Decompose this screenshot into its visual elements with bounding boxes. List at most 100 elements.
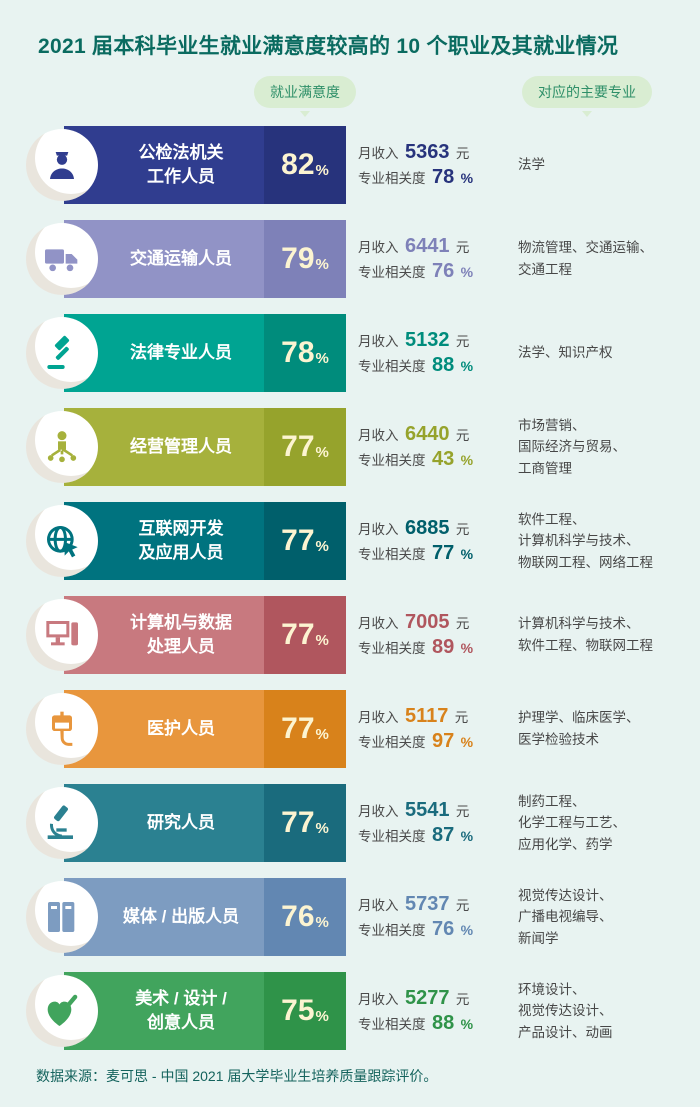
occupation-icon-circle bbox=[26, 599, 98, 671]
major-line: 软件工程、 bbox=[518, 511, 586, 527]
satisfaction-number: 79 bbox=[281, 242, 315, 275]
stats: 月收入 5363 元 专业相关度 78 % bbox=[358, 139, 506, 191]
occupation-icon-circle bbox=[26, 223, 98, 295]
relatedness-percent-sign: % bbox=[460, 828, 474, 844]
occupation-row: 计算机与数据 处理人员 77% 月收入 7005 元 专业相关度 89 % 计算机… bbox=[26, 596, 678, 674]
relatedness-percent-sign: % bbox=[460, 640, 474, 656]
monthly-income: 月收入 5117 元 bbox=[358, 705, 506, 728]
majors-list: 物流管理、交通运输、 交通工程 bbox=[518, 237, 653, 280]
satisfaction-number: 77 bbox=[281, 618, 315, 651]
satisfaction-number: 77 bbox=[281, 430, 315, 463]
major-relatedness: 专业相关度 89 % bbox=[358, 636, 506, 659]
occupation-bar: 计算机与数据 处理人员 77% bbox=[64, 596, 346, 674]
satisfaction-percent-sign: % bbox=[315, 726, 329, 743]
occupation-bar: 媒体 / 出版人员 76% bbox=[64, 878, 346, 956]
income-label: 月收入 bbox=[358, 616, 399, 631]
occupation-row: 互联网开发 及应用人员 77% 月收入 6885 元 专业相关度 77 % 软件工… bbox=[26, 502, 678, 580]
income-label: 月收入 bbox=[358, 334, 399, 349]
occupation-bar: 公检法机关 工作人员 82% bbox=[64, 126, 346, 204]
page-title: 2021 届本科毕业生就业满意度较高的 10 个职业及其就业情况 bbox=[38, 35, 619, 58]
books-icon bbox=[42, 897, 82, 937]
occupation-name-line: 计算机与数据 bbox=[130, 613, 232, 633]
occupation-name-line: 医护人员 bbox=[147, 719, 215, 739]
satisfaction-number: 77 bbox=[281, 524, 315, 557]
occupation-name: 计算机与数据 处理人员 bbox=[64, 596, 264, 674]
monthly-income: 月收入 5277 元 bbox=[358, 987, 506, 1010]
relatedness-percent-sign: % bbox=[460, 922, 474, 938]
occupation-name-line: 互联网开发 bbox=[138, 519, 224, 539]
income-value: 5132 bbox=[404, 329, 450, 351]
occupation-name-line: 研究人员 bbox=[147, 813, 215, 833]
income-label: 月收入 bbox=[358, 992, 399, 1007]
occupation-row: 交通运输人员 79% 月收入 6441 元 专业相关度 76 % 物流管理、交通… bbox=[26, 220, 678, 298]
major-line: 产品设计、动画 bbox=[518, 1024, 613, 1040]
income-value: 7005 bbox=[404, 611, 450, 633]
relatedness-value: 88 bbox=[431, 354, 455, 376]
satisfaction-number: 78 bbox=[281, 336, 315, 369]
occupation-name: 公检法机关 工作人员 bbox=[64, 126, 264, 204]
occupation-icon-circle bbox=[26, 129, 98, 201]
column-labels: 就业满意度 对应的主要专业 bbox=[26, 74, 678, 118]
relatedness-label: 专业相关度 bbox=[358, 359, 426, 374]
relatedness-value: 77 bbox=[431, 542, 455, 564]
occupation-row: 研究人员 77% 月收入 5541 元 专业相关度 87 % 制药工程、 化学工程… bbox=[26, 784, 678, 862]
monthly-income: 月收入 5132 元 bbox=[358, 329, 506, 352]
income-value: 6441 bbox=[404, 235, 450, 257]
globe-icon bbox=[42, 521, 82, 561]
occupation-name: 美术 / 设计 / 创意人员 bbox=[64, 972, 264, 1050]
relatedness-percent-sign: % bbox=[460, 264, 474, 280]
occupation-icon-circle bbox=[26, 787, 98, 859]
majors-list: 法学 bbox=[518, 154, 545, 176]
satisfaction-number: 82 bbox=[281, 148, 315, 181]
satisfaction-number: 77 bbox=[281, 712, 315, 745]
satisfaction-number: 75 bbox=[281, 994, 315, 1027]
major-line: 计算机科学与技术、 bbox=[518, 616, 640, 632]
income-label: 月收入 bbox=[358, 522, 399, 537]
monthly-income: 月收入 5737 元 bbox=[358, 893, 506, 916]
stats: 月收入 6885 元 专业相关度 77 % bbox=[358, 515, 506, 567]
major-line: 国际经济与贸易、 bbox=[518, 439, 626, 455]
income-label: 月收入 bbox=[358, 240, 399, 255]
major-line: 广播电视编导、 bbox=[518, 909, 613, 925]
relatedness-label: 专业相关度 bbox=[358, 1017, 426, 1032]
income-unit: 元 bbox=[455, 240, 470, 255]
relatedness-value: 88 bbox=[431, 1012, 455, 1034]
satisfaction-value: 79% bbox=[264, 220, 346, 298]
stats: 月收入 7005 元 专业相关度 89 % bbox=[358, 609, 506, 661]
monthly-income: 月收入 5363 元 bbox=[358, 141, 506, 164]
occupation-row: 医护人员 77% 月收入 5117 元 专业相关度 97 % 护理学、临床医学、… bbox=[26, 690, 678, 768]
relatedness-percent-sign: % bbox=[460, 1016, 474, 1032]
major-line: 应用化学、药学 bbox=[518, 836, 613, 852]
major-line: 软件工程、物联网工程 bbox=[518, 638, 653, 653]
occupation-row: 经营管理人员 77% 月收入 6440 元 专业相关度 43 % 市场营销、 国际… bbox=[26, 408, 678, 486]
income-unit: 元 bbox=[455, 522, 470, 537]
relatedness-value: 43 bbox=[431, 448, 455, 470]
relatedness-label: 专业相关度 bbox=[358, 171, 426, 186]
major-relatedness: 专业相关度 77 % bbox=[358, 542, 506, 565]
relatedness-value: 87 bbox=[431, 824, 455, 846]
major-relatedness: 专业相关度 97 % bbox=[358, 730, 506, 753]
relatedness-value: 97 bbox=[431, 730, 455, 752]
relatedness-label: 专业相关度 bbox=[358, 829, 426, 844]
major-line: 物流管理、交通运输、 bbox=[518, 240, 653, 256]
satisfaction-value: 82% bbox=[264, 126, 346, 204]
income-value: 5117 bbox=[404, 705, 449, 727]
major-relatedness: 专业相关度 43 % bbox=[358, 448, 506, 471]
occupation-icon-circle bbox=[26, 411, 98, 483]
stats: 月收入 6441 元 专业相关度 76 % bbox=[358, 233, 506, 285]
stats: 月收入 6440 元 专业相关度 43 % bbox=[358, 421, 506, 473]
income-unit: 元 bbox=[455, 428, 470, 443]
majors-list: 软件工程、 计算机科学与技术、 物联网工程、网络工程 bbox=[518, 509, 653, 574]
majors-list: 护理学、临床医学、 医学检验技术 bbox=[518, 707, 640, 750]
relatedness-percent-sign: % bbox=[460, 452, 474, 468]
income-value: 5363 bbox=[404, 141, 450, 163]
occupation-rows: 公检法机关 工作人员 82% 月收入 5363 元 专业相关度 78 % 法学 交… bbox=[26, 126, 678, 1050]
satisfaction-percent-sign: % bbox=[315, 820, 329, 837]
major-line: 交通工程 bbox=[518, 262, 572, 277]
computer-icon bbox=[42, 615, 82, 655]
relatedness-label: 专业相关度 bbox=[358, 547, 426, 562]
stats: 月收入 5117 元 专业相关度 97 % bbox=[358, 703, 506, 755]
relatedness-label: 专业相关度 bbox=[358, 923, 426, 938]
occupation-name-line: 法律专业人员 bbox=[130, 343, 232, 363]
satisfaction-percent-sign: % bbox=[315, 444, 329, 461]
